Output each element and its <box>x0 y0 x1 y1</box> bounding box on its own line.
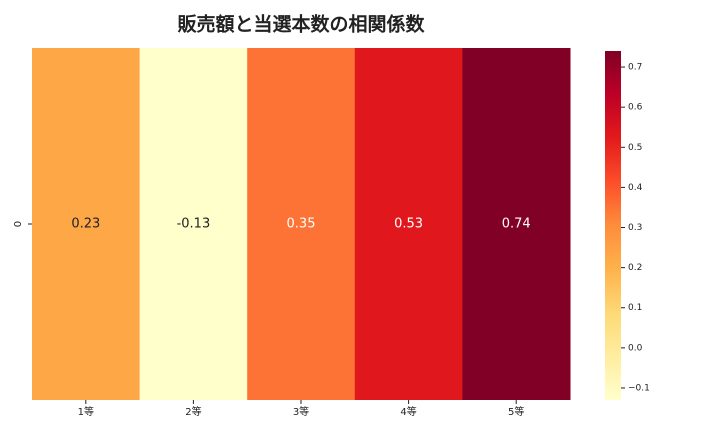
chart-title: 販売額と当選本数の相関係数 <box>177 13 425 36</box>
heatmap-cell <box>354 48 463 400</box>
x-tick-label: 1等 <box>78 405 94 418</box>
colorbar-tick-label: 0.2 <box>628 263 642 273</box>
heatmap-cell <box>462 48 571 400</box>
colorbar-tick-label: 0.5 <box>628 143 642 153</box>
colorbar-tick-label: 0.6 <box>628 103 643 113</box>
x-tick-label: 4等 <box>400 405 416 418</box>
heatmap-cell <box>32 48 141 400</box>
colorbar-tick-label: 0.3 <box>628 223 642 233</box>
cell-label: 0.35 <box>287 217 316 232</box>
colorbar-tick-label: 0.1 <box>628 303 642 313</box>
colorbar-tick-label: 0.7 <box>628 63 642 73</box>
heatmap-cell <box>139 48 248 400</box>
x-tick-label: 3等 <box>293 405 309 418</box>
cell-label: 0.53 <box>394 217 423 232</box>
y-tick-label: 0 <box>13 221 24 227</box>
cell-label: 0.23 <box>71 217 100 232</box>
cell-label: -0.13 <box>177 217 211 232</box>
x-tick-label: 5等 <box>508 405 524 418</box>
heatmap-cell <box>247 48 356 400</box>
cell-label: 0.74 <box>502 217 531 232</box>
colorbar-tick-label: −0.1 <box>628 383 650 393</box>
colorbar-tick-label: 0.4 <box>628 183 643 193</box>
x-tick-label: 2等 <box>185 405 201 418</box>
colorbar <box>605 51 621 400</box>
colorbar-tick-label: 0.0 <box>628 343 643 353</box>
